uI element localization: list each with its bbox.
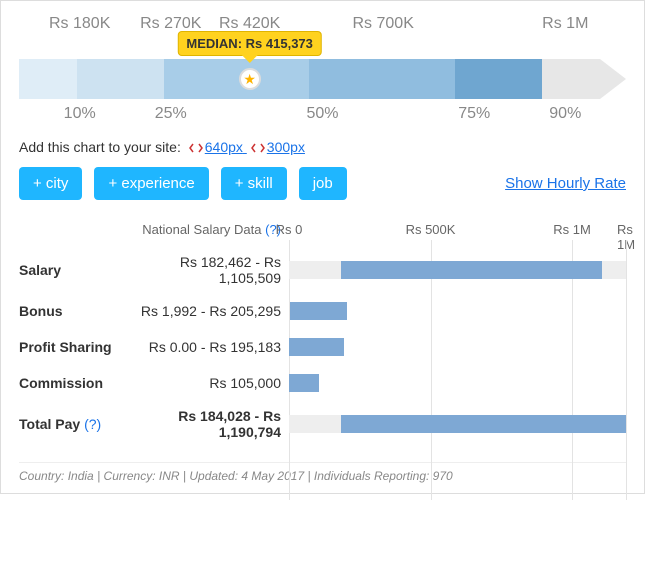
percentile-bottom-label: 10% <box>64 105 96 123</box>
salary-table-header: National Salary Data (?) <box>19 222 289 240</box>
axis-label: Rs 500K <box>406 222 456 237</box>
percentile-bottom-label: 50% <box>306 105 338 123</box>
median-star-icon: ★ <box>239 68 261 90</box>
percentile-top-label: Rs 1M <box>542 15 588 33</box>
median-label-prefix: MEDIAN: <box>186 36 242 51</box>
row-bar <box>289 338 344 356</box>
row-range: Rs 0.00 - Rs 195,183 <box>129 339 289 355</box>
percentile-segment <box>164 59 309 99</box>
arrow-head-icon <box>600 59 626 99</box>
add-city-button[interactable]: + city <box>19 167 82 200</box>
row-label: Commission <box>19 375 129 391</box>
percentile-segments <box>19 59 600 99</box>
row-bar-area <box>289 300 626 322</box>
add-skill-button[interactable]: + skill <box>221 167 287 200</box>
row-bar <box>341 261 602 279</box>
embed-row: Add this chart to your site: 640px 300px <box>19 139 626 155</box>
row-bar <box>290 302 348 320</box>
percentile-bottom-label: 25% <box>155 105 187 123</box>
row-range: Rs 105,000 <box>129 375 289 391</box>
row-range: Rs 182,462 - Rs 1,105,509 <box>129 254 289 286</box>
axis-label: Rs 0 <box>276 222 303 237</box>
median-badge: MEDIAN: Rs 415,373 <box>177 31 321 56</box>
percentile-segment <box>77 59 164 99</box>
percentile-segment <box>455 59 542 99</box>
salary-row-salary: Salary Rs 182,462 - Rs 1,105,509 <box>19 254 626 286</box>
percentile-segment <box>19 59 77 99</box>
salary-axis: Rs 0Rs 500KRs 1MRs 1M <box>289 222 626 240</box>
salary-row-profit_sharing: Profit Sharing Rs 0.00 - Rs 195,183 <box>19 336 626 358</box>
code-icon <box>251 141 265 155</box>
salary-card: Rs 180KRs 270KRs 420KRs 700KRs 1M MEDIAN… <box>0 0 645 494</box>
percentile-arrow-chart: MEDIAN: Rs 415,373 ★ <box>19 59 626 99</box>
percentile-top-label: Rs 700K <box>353 15 414 33</box>
row-range: Rs 1,992 - Rs 205,295 <box>129 303 289 319</box>
axis-label: Rs 1M <box>553 222 591 237</box>
row-bar <box>341 415 626 433</box>
row-bar-area <box>289 372 626 394</box>
salary-row-total_pay: Total Pay (?)Rs 184,028 - Rs 1,190,794 <box>19 408 626 440</box>
footer-meta: Country: India | Currency: INR | Updated… <box>19 462 626 483</box>
code-icon <box>189 141 203 155</box>
percentile-bottom-label: 90% <box>549 105 581 123</box>
salary-row-commission: Commission Rs 105,000 <box>19 372 626 394</box>
row-bar-area <box>289 336 626 358</box>
row-label: Profit Sharing <box>19 339 129 355</box>
percentile-segment <box>309 59 454 99</box>
salary-rows: Salary Rs 182,462 - Rs 1,105,509 Bonus Rs… <box>19 254 626 440</box>
embed-prefix: Add this chart to your site: <box>19 139 181 155</box>
salary-row-bonus: Bonus Rs 1,992 - Rs 205,295 <box>19 300 626 322</box>
median-value: Rs 415,373 <box>246 36 313 51</box>
percentile-bottom-labels: 10% 25% 50% 75% 90% <box>19 105 626 127</box>
row-bar-area <box>289 413 626 435</box>
help-icon[interactable]: (?) <box>84 416 101 432</box>
show-hourly-rate-link[interactable]: Show Hourly Rate <box>505 175 626 192</box>
row-bar <box>289 374 319 392</box>
row-range: Rs 184,028 - Rs 1,190,794 <box>129 408 289 440</box>
filter-row: + city + experience + skill job Show Hou… <box>19 167 626 200</box>
salary-breakdown: National Salary Data (?) Rs 0 Rs 500K Rs 1… <box>19 222 626 440</box>
percentile-segment <box>542 59 600 99</box>
percentile-top-labels: Rs 180KRs 270KRs 420KRs 700KRs 1M <box>19 15 626 37</box>
row-label: Salary <box>19 262 129 278</box>
row-label: Bonus <box>19 303 129 319</box>
add-experience-button[interactable]: + experience <box>94 167 208 200</box>
job-button[interactable]: job <box>299 167 347 200</box>
percentile-top-label: Rs 180K <box>49 15 110 33</box>
embed-640-link[interactable]: 640px <box>189 139 247 155</box>
row-label: Total Pay (?) <box>19 416 129 432</box>
embed-300-link[interactable]: 300px <box>251 139 305 155</box>
row-bar-area <box>289 259 626 281</box>
percentile-bottom-label: 75% <box>458 105 490 123</box>
